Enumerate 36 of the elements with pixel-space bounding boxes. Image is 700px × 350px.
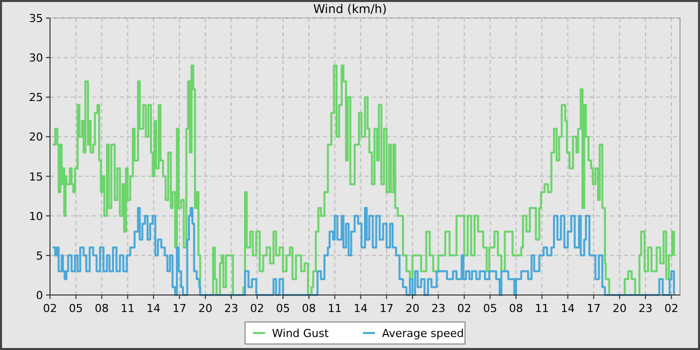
x-tick-label: 17 — [172, 302, 186, 315]
y-tick-label: 25 — [29, 91, 43, 104]
x-tick-label: 05 — [483, 302, 498, 315]
x-tick-label: 14 — [560, 302, 575, 315]
x-tick-label: 11 — [534, 302, 549, 315]
x-tick-label: 23 — [224, 302, 238, 315]
x-tick-label: 02 — [43, 302, 57, 315]
x-tick-label: 02 — [664, 302, 678, 315]
x-tick-label: 02 — [250, 302, 264, 315]
x-tick-label: 20 — [405, 302, 420, 315]
y-tick-label: 10 — [29, 210, 43, 223]
x-tick-label: 14 — [146, 302, 161, 315]
x-tick-label: 17 — [586, 302, 601, 315]
x-tick-label: 11 — [328, 302, 342, 315]
legend-label: Average speed — [382, 327, 464, 340]
x-tick-label: 17 — [380, 302, 394, 315]
x-tick-label: 20 — [612, 302, 627, 315]
x-tick-label: 08 — [302, 302, 316, 315]
y-tick-label: 35 — [29, 12, 43, 25]
legend-label: Wind Gust — [272, 327, 330, 340]
x-tick-label: 08 — [94, 302, 109, 315]
y-tick-label: 30 — [29, 52, 43, 65]
chart-title: Wind (km/h) — [313, 2, 387, 16]
x-tick-label: 11 — [120, 302, 135, 315]
x-tick-label: 23 — [638, 302, 652, 315]
x-tick-label: 05 — [68, 302, 83, 315]
y-tick-label: 20 — [29, 130, 43, 144]
y-tick-label: 15 — [29, 170, 43, 184]
x-tick-label: 02 — [457, 302, 472, 315]
x-tick-label: 23 — [431, 302, 446, 315]
y-tick-label: 0 — [36, 289, 43, 302]
x-tick-label: 14 — [354, 302, 368, 315]
x-tick-label: 08 — [509, 302, 524, 315]
x-tick-label: 05 — [276, 302, 290, 315]
x-tick-label: 20 — [198, 302, 212, 315]
y-tick-label: 5 — [36, 249, 43, 262]
